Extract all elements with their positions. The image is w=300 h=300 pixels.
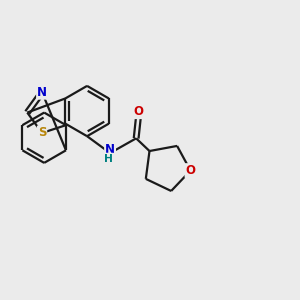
Text: N: N [37, 86, 47, 99]
Text: O: O [134, 105, 144, 118]
Text: S: S [38, 126, 46, 140]
Text: N: N [105, 143, 115, 156]
Text: O: O [185, 164, 196, 177]
Text: H: H [104, 154, 113, 164]
